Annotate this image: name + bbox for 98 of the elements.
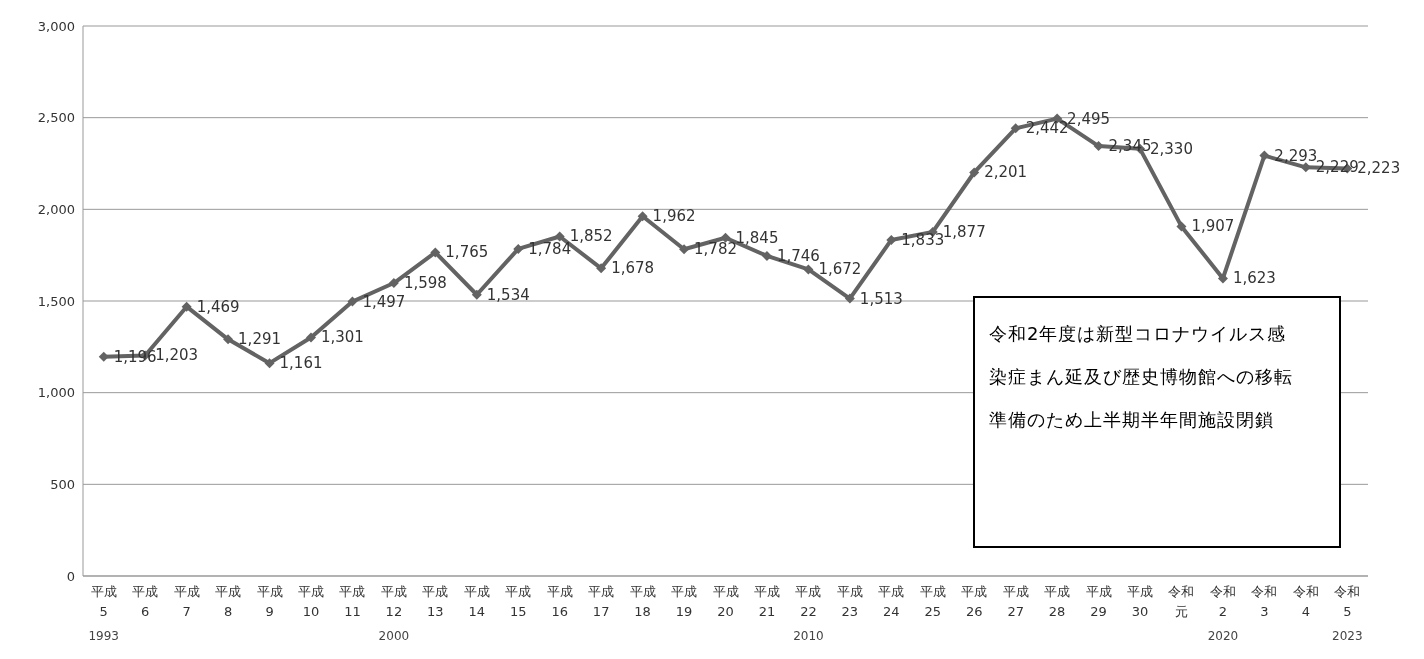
point [471, 289, 482, 300]
point [430, 247, 441, 258]
data-label: 1,672 [818, 260, 862, 279]
point [1010, 123, 1021, 134]
data-label: 2,293 [1274, 146, 1318, 165]
point [1300, 162, 1311, 173]
point [886, 234, 897, 245]
x-tick-label: 平成7 [173, 584, 200, 619]
x-tick-label: 平成8 [215, 584, 242, 619]
point [637, 211, 648, 222]
data-label: 2,495 [1067, 109, 1111, 128]
point [969, 167, 980, 178]
x-tick-label: 平成15 [505, 584, 532, 619]
x-tick-label: 平成24 [878, 584, 905, 619]
point [347, 296, 358, 307]
data-label: 1,161 [279, 354, 323, 373]
y-tick-label: 1,500 [37, 293, 75, 309]
x-tick-label: 令和3 [1251, 584, 1278, 619]
point [264, 358, 275, 369]
data-label: 1,907 [1191, 217, 1235, 236]
point [1176, 221, 1187, 232]
x-tick-label: 令和元 [1168, 584, 1195, 619]
data-label: 1,291 [238, 330, 282, 349]
data-label: 1,678 [611, 259, 655, 278]
x2-tick-label: 1993 [88, 629, 119, 643]
x-tick-label: 平成29 [1085, 584, 1112, 619]
point [720, 232, 731, 243]
x-tick-label: 平成16 [546, 584, 573, 619]
x-tick-label: 平成19 [671, 584, 698, 619]
data-label: 1,833 [901, 230, 945, 249]
point [1217, 273, 1228, 284]
x2-tick-label: 2020 [1207, 629, 1239, 643]
x-tick-label: 平成25 [919, 584, 946, 619]
x-tick-label: 平成10 [297, 584, 324, 619]
data-label: 2,201 [984, 163, 1028, 182]
point [844, 293, 855, 304]
note-box: 令和2年度は新型コロナウイルス感染症まん延及び歴史博物館への移転準備のため上半期半年間施設閉鎖 [973, 296, 1341, 548]
data-label: 1,852 [569, 227, 613, 246]
point [1093, 141, 1104, 152]
data-label: 1,782 [694, 240, 737, 259]
data-label: 1,962 [652, 207, 696, 226]
data-label: 2,223 [1357, 159, 1401, 178]
data-label: 1,534 [486, 285, 530, 304]
data-label: 1,469 [196, 297, 240, 316]
data-label: 1,765 [445, 243, 489, 262]
data-label: 1,513 [859, 289, 903, 308]
point [803, 264, 814, 275]
point [388, 278, 399, 289]
data-label: 2,330 [1150, 139, 1193, 158]
data-label: 1,301 [320, 328, 364, 347]
data-label: 2,442 [1025, 119, 1069, 138]
data-label: 1,845 [735, 228, 779, 247]
y-tick-label: 1,000 [37, 385, 75, 401]
y-tick-label: 500 [50, 476, 75, 492]
x-tick-label: 平成17 [588, 584, 615, 619]
point [1259, 150, 1270, 161]
x-tick-label: 平成5 [90, 584, 117, 619]
point [181, 301, 192, 312]
point [761, 250, 772, 261]
point [596, 263, 607, 274]
x-tick-label: 平成6 [132, 584, 159, 619]
x-tick-label: 平成11 [339, 584, 366, 619]
point [513, 243, 524, 254]
point [554, 231, 565, 242]
point [223, 334, 234, 345]
x-tick-label: 令和2 [1209, 584, 1236, 619]
x-tick-label: 平成22 [795, 584, 822, 619]
data-label: 1,623 [1232, 269, 1276, 288]
data-label: 1,598 [403, 274, 447, 293]
y-tick-label: 2,000 [37, 201, 75, 217]
x-tick-label: 平成18 [629, 584, 656, 619]
x-tick-label: 平成14 [463, 584, 490, 619]
x-tick-label: 平成28 [1044, 584, 1071, 619]
x-tick-label: 平成12 [380, 584, 407, 619]
point [305, 332, 316, 343]
x-tick-label: 令和4 [1292, 584, 1319, 619]
data-label: 1,746 [776, 246, 820, 265]
x-tick-label: 令和5 [1334, 584, 1361, 619]
x2-tick-label: 2023 [1332, 629, 1363, 643]
x2-tick-label: 2010 [793, 629, 824, 643]
x-tick-label: 平成9 [256, 584, 283, 619]
y-tick-label: 3,000 [37, 18, 75, 34]
data-label: 1,203 [155, 346, 199, 365]
x-tick-label: 平成30 [1127, 584, 1154, 619]
y-tick-label: 2,500 [37, 110, 75, 126]
x-tick-label: 平成20 [712, 584, 739, 619]
x-tick-label: 平成21 [753, 584, 780, 619]
point [98, 351, 109, 362]
x-tick-label: 平成23 [836, 584, 863, 619]
x2-tick-label: 2000 [378, 629, 410, 643]
x-tick-label: 平成27 [1002, 584, 1029, 619]
data-label: 1,877 [942, 222, 986, 241]
x-tick-label: 平成26 [961, 584, 988, 619]
data-label: 1,784 [528, 239, 572, 258]
point [679, 244, 690, 255]
y-tick-label: 0 [66, 568, 75, 584]
data-label: 1,497 [362, 292, 406, 311]
x-tick-label: 平成13 [422, 584, 449, 619]
